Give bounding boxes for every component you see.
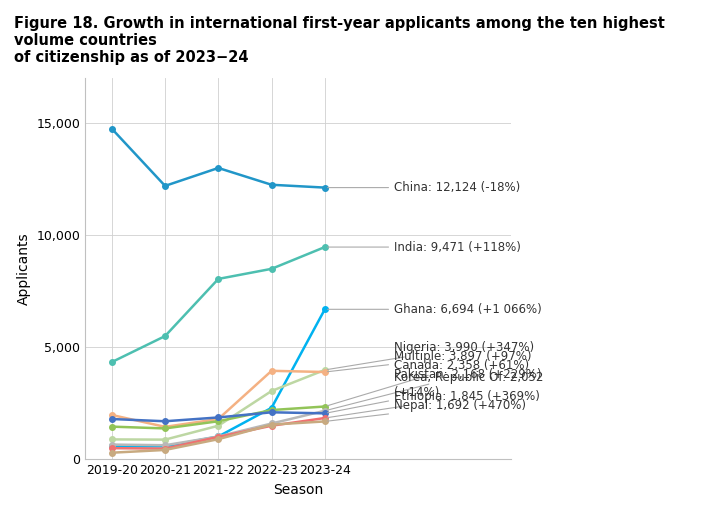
- X-axis label: Season: Season: [273, 483, 323, 497]
- Text: Nigeria: 3,990 (+347%): Nigeria: 3,990 (+347%): [327, 341, 534, 370]
- Text: Canada: 2,358 (+61%): Canada: 2,358 (+61%): [327, 359, 529, 406]
- Text: Ghana: 6,694 (+1 066%): Ghana: 6,694 (+1 066%): [327, 303, 542, 316]
- Text: Ethiopia: 1,845 (+369%): Ethiopia: 1,845 (+369%): [327, 390, 540, 418]
- Text: India: 9,471 (+118%): India: 9,471 (+118%): [327, 241, 521, 254]
- Text: Multiple: 3,897 (+97%): Multiple: 3,897 (+97%): [327, 350, 532, 372]
- Text: Korea, Republic Of: 2,052
(+14%): Korea, Republic Of: 2,052 (+14%): [327, 371, 543, 413]
- Y-axis label: Applicants: Applicants: [17, 232, 31, 305]
- Text: Pakistan: 2,168 (+229%): Pakistan: 2,168 (+229%): [327, 367, 542, 410]
- Text: China: 12,124 (-18%): China: 12,124 (-18%): [327, 181, 520, 194]
- Text: Figure 18. Growth in international first-year applicants among the ten highest v: Figure 18. Growth in international first…: [14, 16, 665, 65]
- Text: Nepal: 1,692 (+470%): Nepal: 1,692 (+470%): [327, 399, 526, 421]
